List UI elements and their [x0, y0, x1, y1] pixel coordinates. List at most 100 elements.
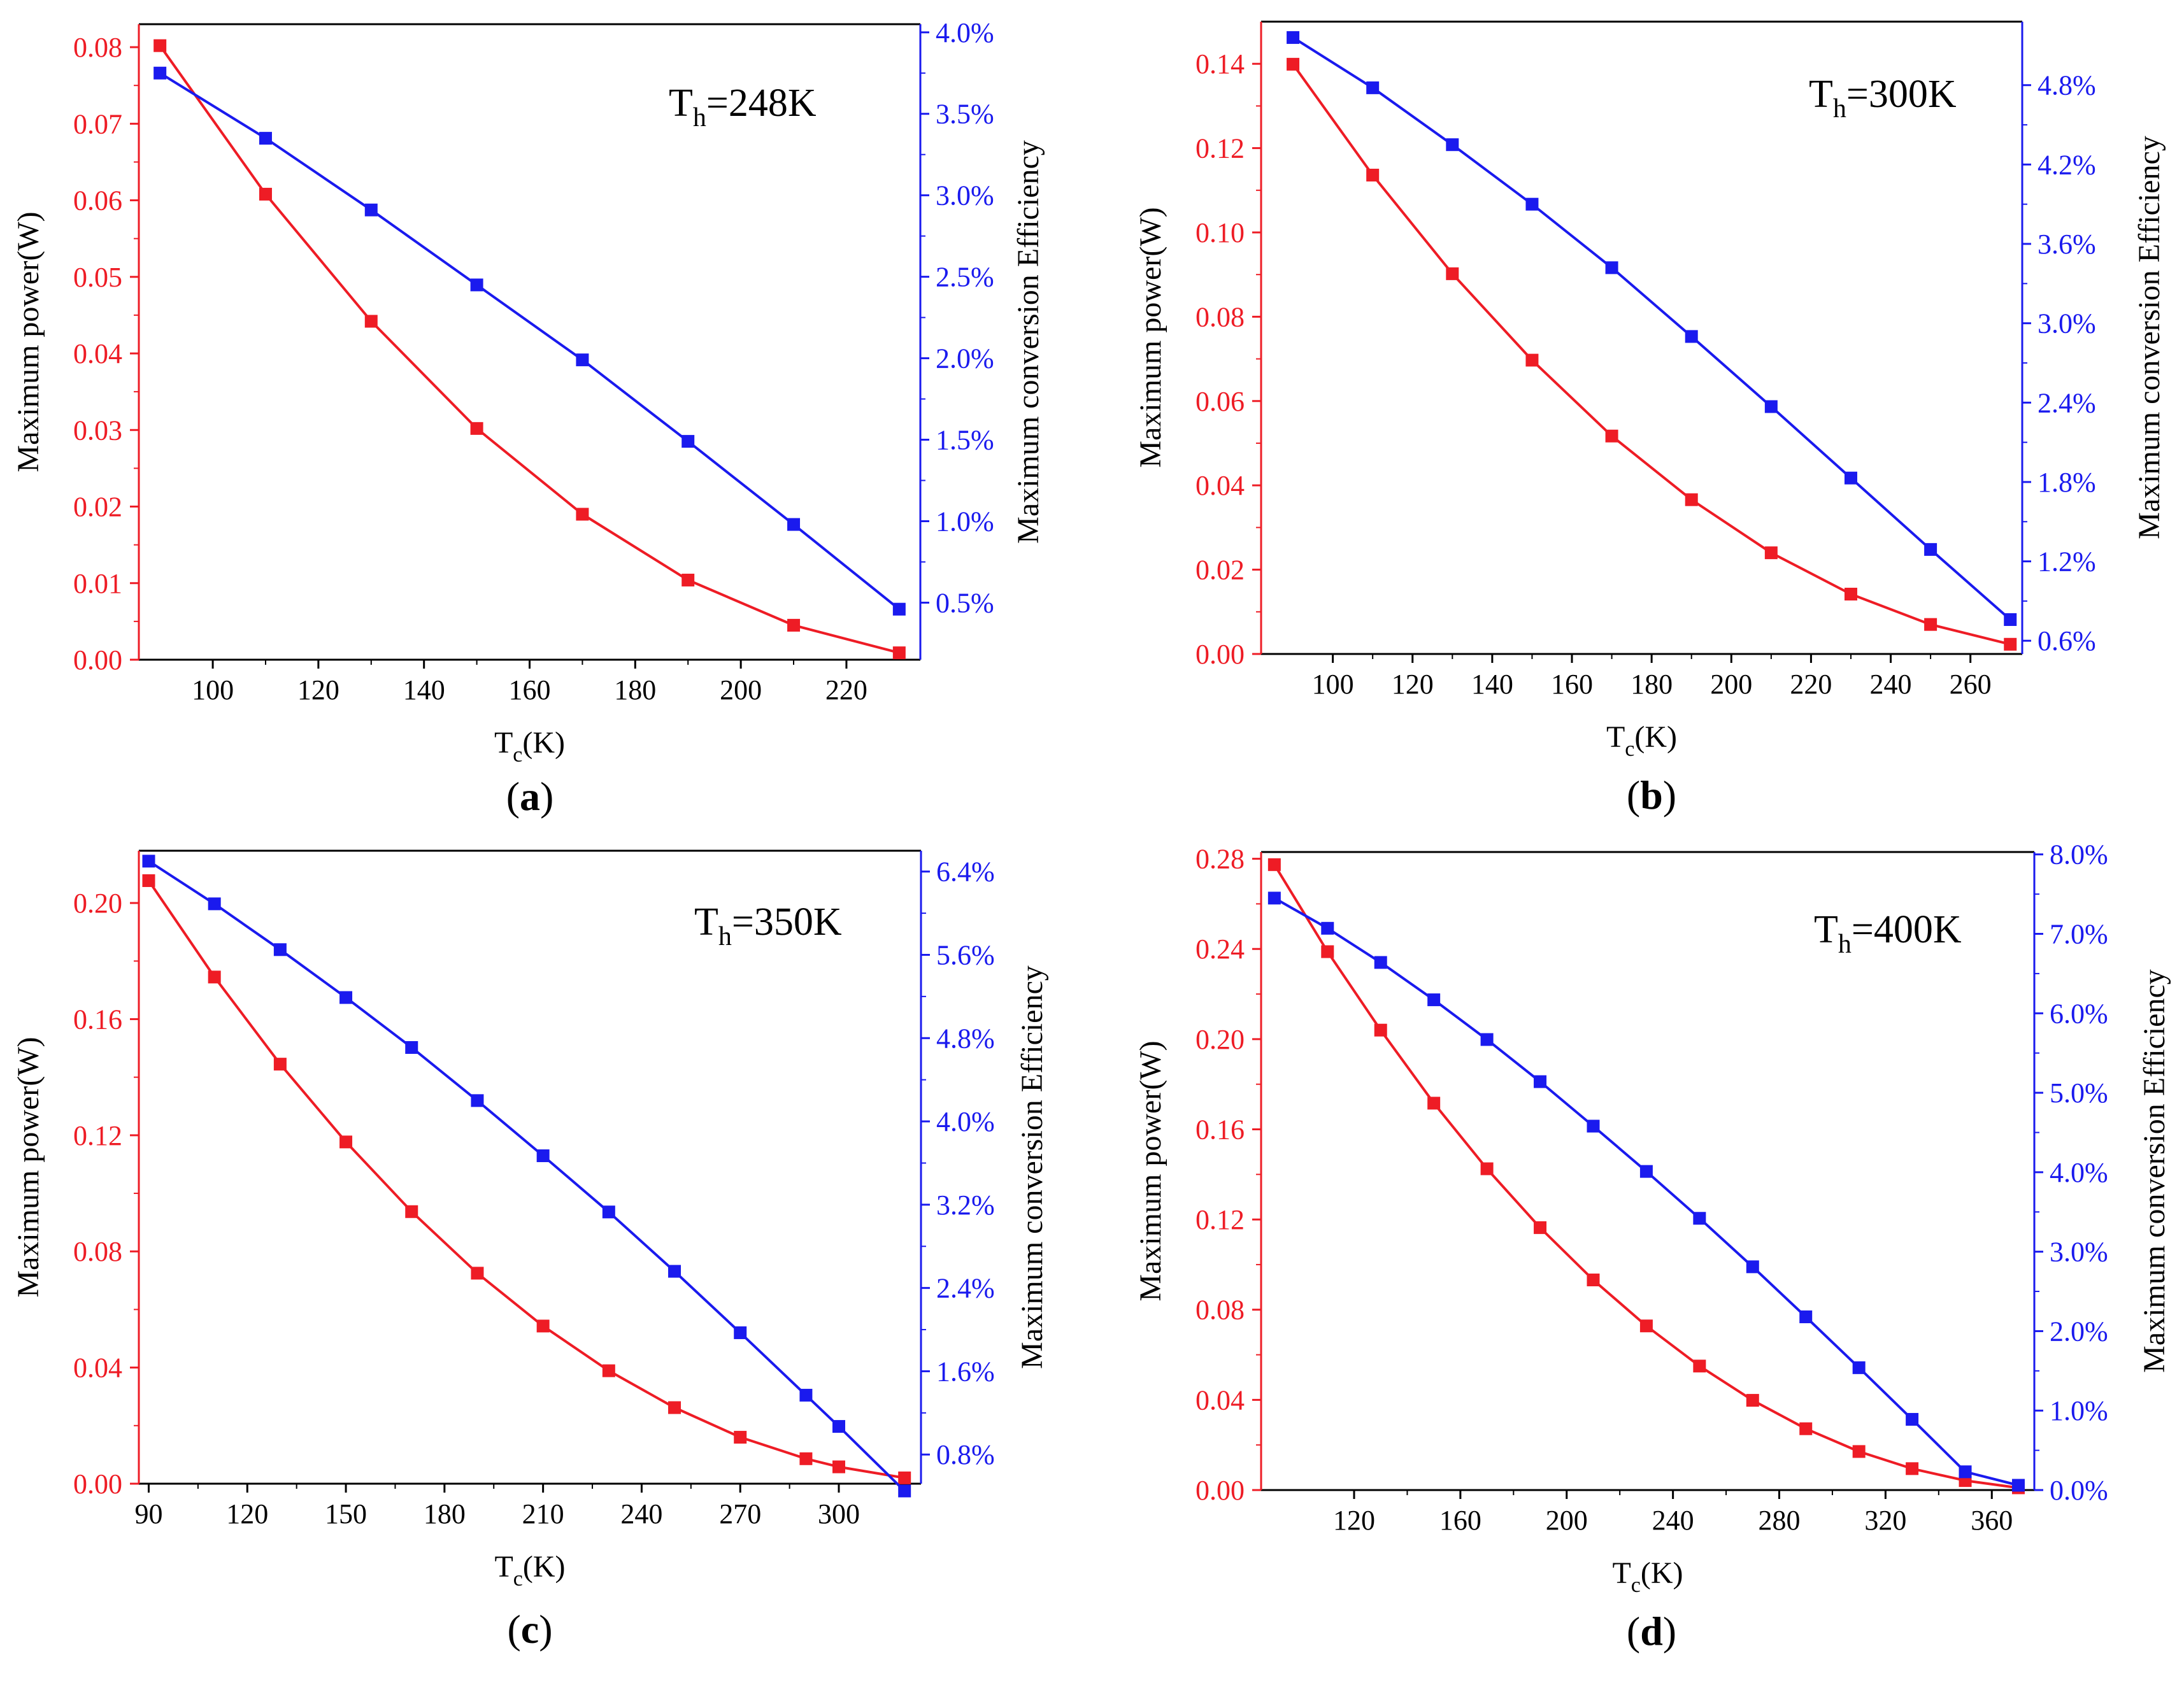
power-data-point [1321, 945, 1334, 958]
power-data-point [259, 187, 272, 201]
power-data-point [405, 1205, 418, 1218]
x-tick-label: 160 [509, 674, 551, 706]
y2-tick-label: 2.5% [936, 262, 994, 293]
x-tick-label: 320 [1864, 1505, 1906, 1536]
y2-tick-label: 1.5% [936, 425, 994, 456]
efficiency-data-point [1639, 1165, 1653, 1178]
efficiency-data-point [259, 132, 272, 145]
y-tick-label: 0.02 [73, 492, 122, 523]
panel-caption: (b) [1627, 772, 1676, 818]
efficiency-series-line [159, 72, 901, 611]
y-tick-label: 0.04 [1195, 1384, 1245, 1416]
power-data-point [892, 646, 906, 660]
x-tick-label: 270 [719, 1498, 761, 1530]
y2-tick-label: 3.0% [2038, 308, 2096, 339]
efficiency-data-point [471, 1094, 484, 1107]
x-label-subscript: c [513, 1567, 523, 1591]
efficiency-data-point [208, 897, 221, 911]
y2-tick-label: 4.8% [2038, 70, 2096, 101]
power-data-point [1844, 587, 1857, 600]
efficiency-data-point [1746, 1260, 1759, 1274]
y2-tick-label: 1.0% [2050, 1395, 2108, 1426]
power-data-point [787, 618, 801, 632]
x-tick-label: 260 [1950, 669, 1992, 700]
efficiency-data-point [898, 1484, 911, 1498]
x-label-unit: (K) [1634, 720, 1677, 754]
power-data-point [1366, 168, 1380, 181]
y-tick-label: 0.00 [1195, 1475, 1245, 1506]
x-tick-label: 120 [297, 674, 339, 706]
y-tick-label: 0.12 [73, 1120, 122, 1151]
y2-tick-label: 2.0% [936, 343, 994, 374]
x-tick-label: 180 [424, 1498, 466, 1530]
y2-axis-label: Maximum conversion Efficiency [2138, 969, 2171, 1373]
annotation-symbol: T [694, 900, 718, 944]
efficiency-data-point [1906, 1412, 1919, 1426]
y-axis-label: Maximum power(W) [1134, 1040, 1167, 1301]
y2-tick-label: 6.4% [936, 856, 995, 888]
power-series-line [1292, 63, 2011, 646]
x-label-symbol: T [1606, 720, 1625, 754]
y2-tick-label: 3.2% [936, 1189, 995, 1221]
x-label-subscript: c [1625, 737, 1634, 761]
y-tick-label: 0.20 [1195, 1024, 1245, 1055]
power-data-point [1267, 858, 1281, 871]
efficiency-data-point [602, 1205, 615, 1219]
y2-tick-label: 2.4% [936, 1273, 995, 1304]
power-data-point [1446, 267, 1459, 280]
y-tick-label: 0.06 [73, 185, 122, 217]
efficiency-data-point [1959, 1465, 1972, 1479]
y2-tick-label: 1.8% [2038, 467, 2096, 498]
power-data-point [1746, 1394, 1759, 1407]
y2-tick-label: 3.5% [936, 99, 994, 130]
caption-letter: d [1640, 1608, 1663, 1654]
y-tick-label: 0.20 [73, 888, 122, 919]
y2-tick-label: 0.6% [2038, 625, 2096, 657]
x-tick-label: 140 [403, 674, 445, 706]
efficiency-data-point [339, 991, 353, 1004]
y2-tick-label: 2.0% [2050, 1316, 2108, 1347]
y-tick-label: 0.04 [1195, 470, 1245, 501]
power-data-point [1639, 1319, 1653, 1333]
power-data-point [1799, 1422, 1813, 1435]
x-tick-label: 180 [614, 674, 656, 706]
power-data-point [153, 39, 167, 52]
efficiency-data-point [405, 1040, 418, 1054]
efficiency-data-point [1366, 81, 1380, 94]
y-tick-label: 0.12 [1195, 133, 1245, 164]
y-tick-label: 0.04 [73, 1353, 122, 1384]
y2-axis-label: Maximum conversion Efficiency [1015, 965, 1049, 1369]
x-tick-label: 120 [226, 1498, 268, 1530]
y2-tick-label: 6.0% [2050, 998, 2108, 1029]
temperature-annotation: Th=300K [1809, 73, 1957, 124]
y2-tick-label: 1.2% [2038, 546, 2096, 578]
efficiency-data-point [1685, 330, 1698, 343]
x-label-unit: (K) [522, 726, 565, 760]
efficiency-data-point [1480, 1033, 1494, 1046]
x-tick-label: 150 [325, 1498, 367, 1530]
power-data-point [1605, 429, 1618, 443]
efficiency-data-point [2011, 1479, 2025, 1492]
efficiency-data-point [1534, 1075, 1547, 1088]
efficiency-data-point [1427, 993, 1441, 1007]
power-data-point [1764, 546, 1778, 560]
y2-tick-label: 3.0% [2050, 1237, 2108, 1268]
annotation-subscript: h [1838, 930, 1852, 959]
x-tick-label: 100 [1312, 669, 1354, 700]
x-tick-label: 120 [1333, 1505, 1375, 1536]
efficiency-data-point [153, 66, 167, 80]
y-tick-label: 0.08 [73, 32, 122, 63]
efficiency-data-point [892, 602, 906, 616]
x-tick-label: 360 [1971, 1505, 2013, 1536]
y-axis-label: Maximum power(W) [11, 211, 45, 472]
x-tick-label: 240 [620, 1498, 662, 1530]
annotation-value: =300K [1846, 73, 1957, 116]
temperature-annotation: Th=248K [669, 82, 817, 132]
y2-axis-label: Maximum conversion Efficiency [1011, 140, 1045, 544]
power-data-point [602, 1364, 615, 1377]
y-tick-label: 0.00 [1195, 639, 1245, 670]
x-tick-label: 200 [720, 674, 762, 706]
y-tick-label: 0.14 [1195, 48, 1245, 80]
x-tick-label: 300 [818, 1498, 860, 1530]
